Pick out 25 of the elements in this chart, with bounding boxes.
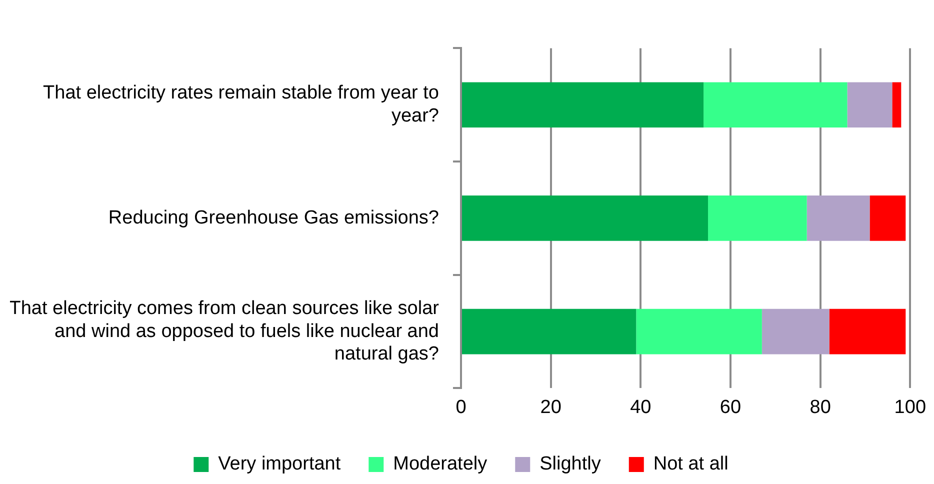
y-tick-label: That electricity rates remain stable from year to year? (43, 82, 439, 126)
bar (762, 308, 830, 354)
bar (462, 196, 708, 241)
legend-label: Slightly (540, 454, 602, 475)
x-tick-label: 0 (456, 396, 466, 418)
bar (636, 308, 762, 354)
x-tick-label: 80 (810, 396, 831, 418)
bar (708, 196, 807, 241)
bar (806, 196, 870, 241)
bar (704, 82, 848, 128)
legend-label: Not at all (653, 454, 728, 475)
y-tick-label: Reducing Greenhouse Gas emissions? (108, 207, 439, 228)
bar (462, 308, 636, 354)
y-tick-label: That electricity comes from clean sources like solar and wind as opposed to fuels like nuclear and natural gas? (9, 298, 440, 365)
legend-label: Very important (218, 454, 342, 475)
legend-label: Moderately (393, 454, 488, 475)
x-tick-label: 40 (630, 396, 652, 418)
bar (829, 308, 906, 354)
x-tick-label: 20 (540, 396, 562, 418)
x-tick-label: 100 (894, 396, 926, 418)
bar (847, 82, 892, 128)
bar (892, 82, 902, 128)
bar (870, 196, 906, 241)
x-tick-label: 60 (720, 396, 742, 418)
bar (462, 82, 704, 128)
